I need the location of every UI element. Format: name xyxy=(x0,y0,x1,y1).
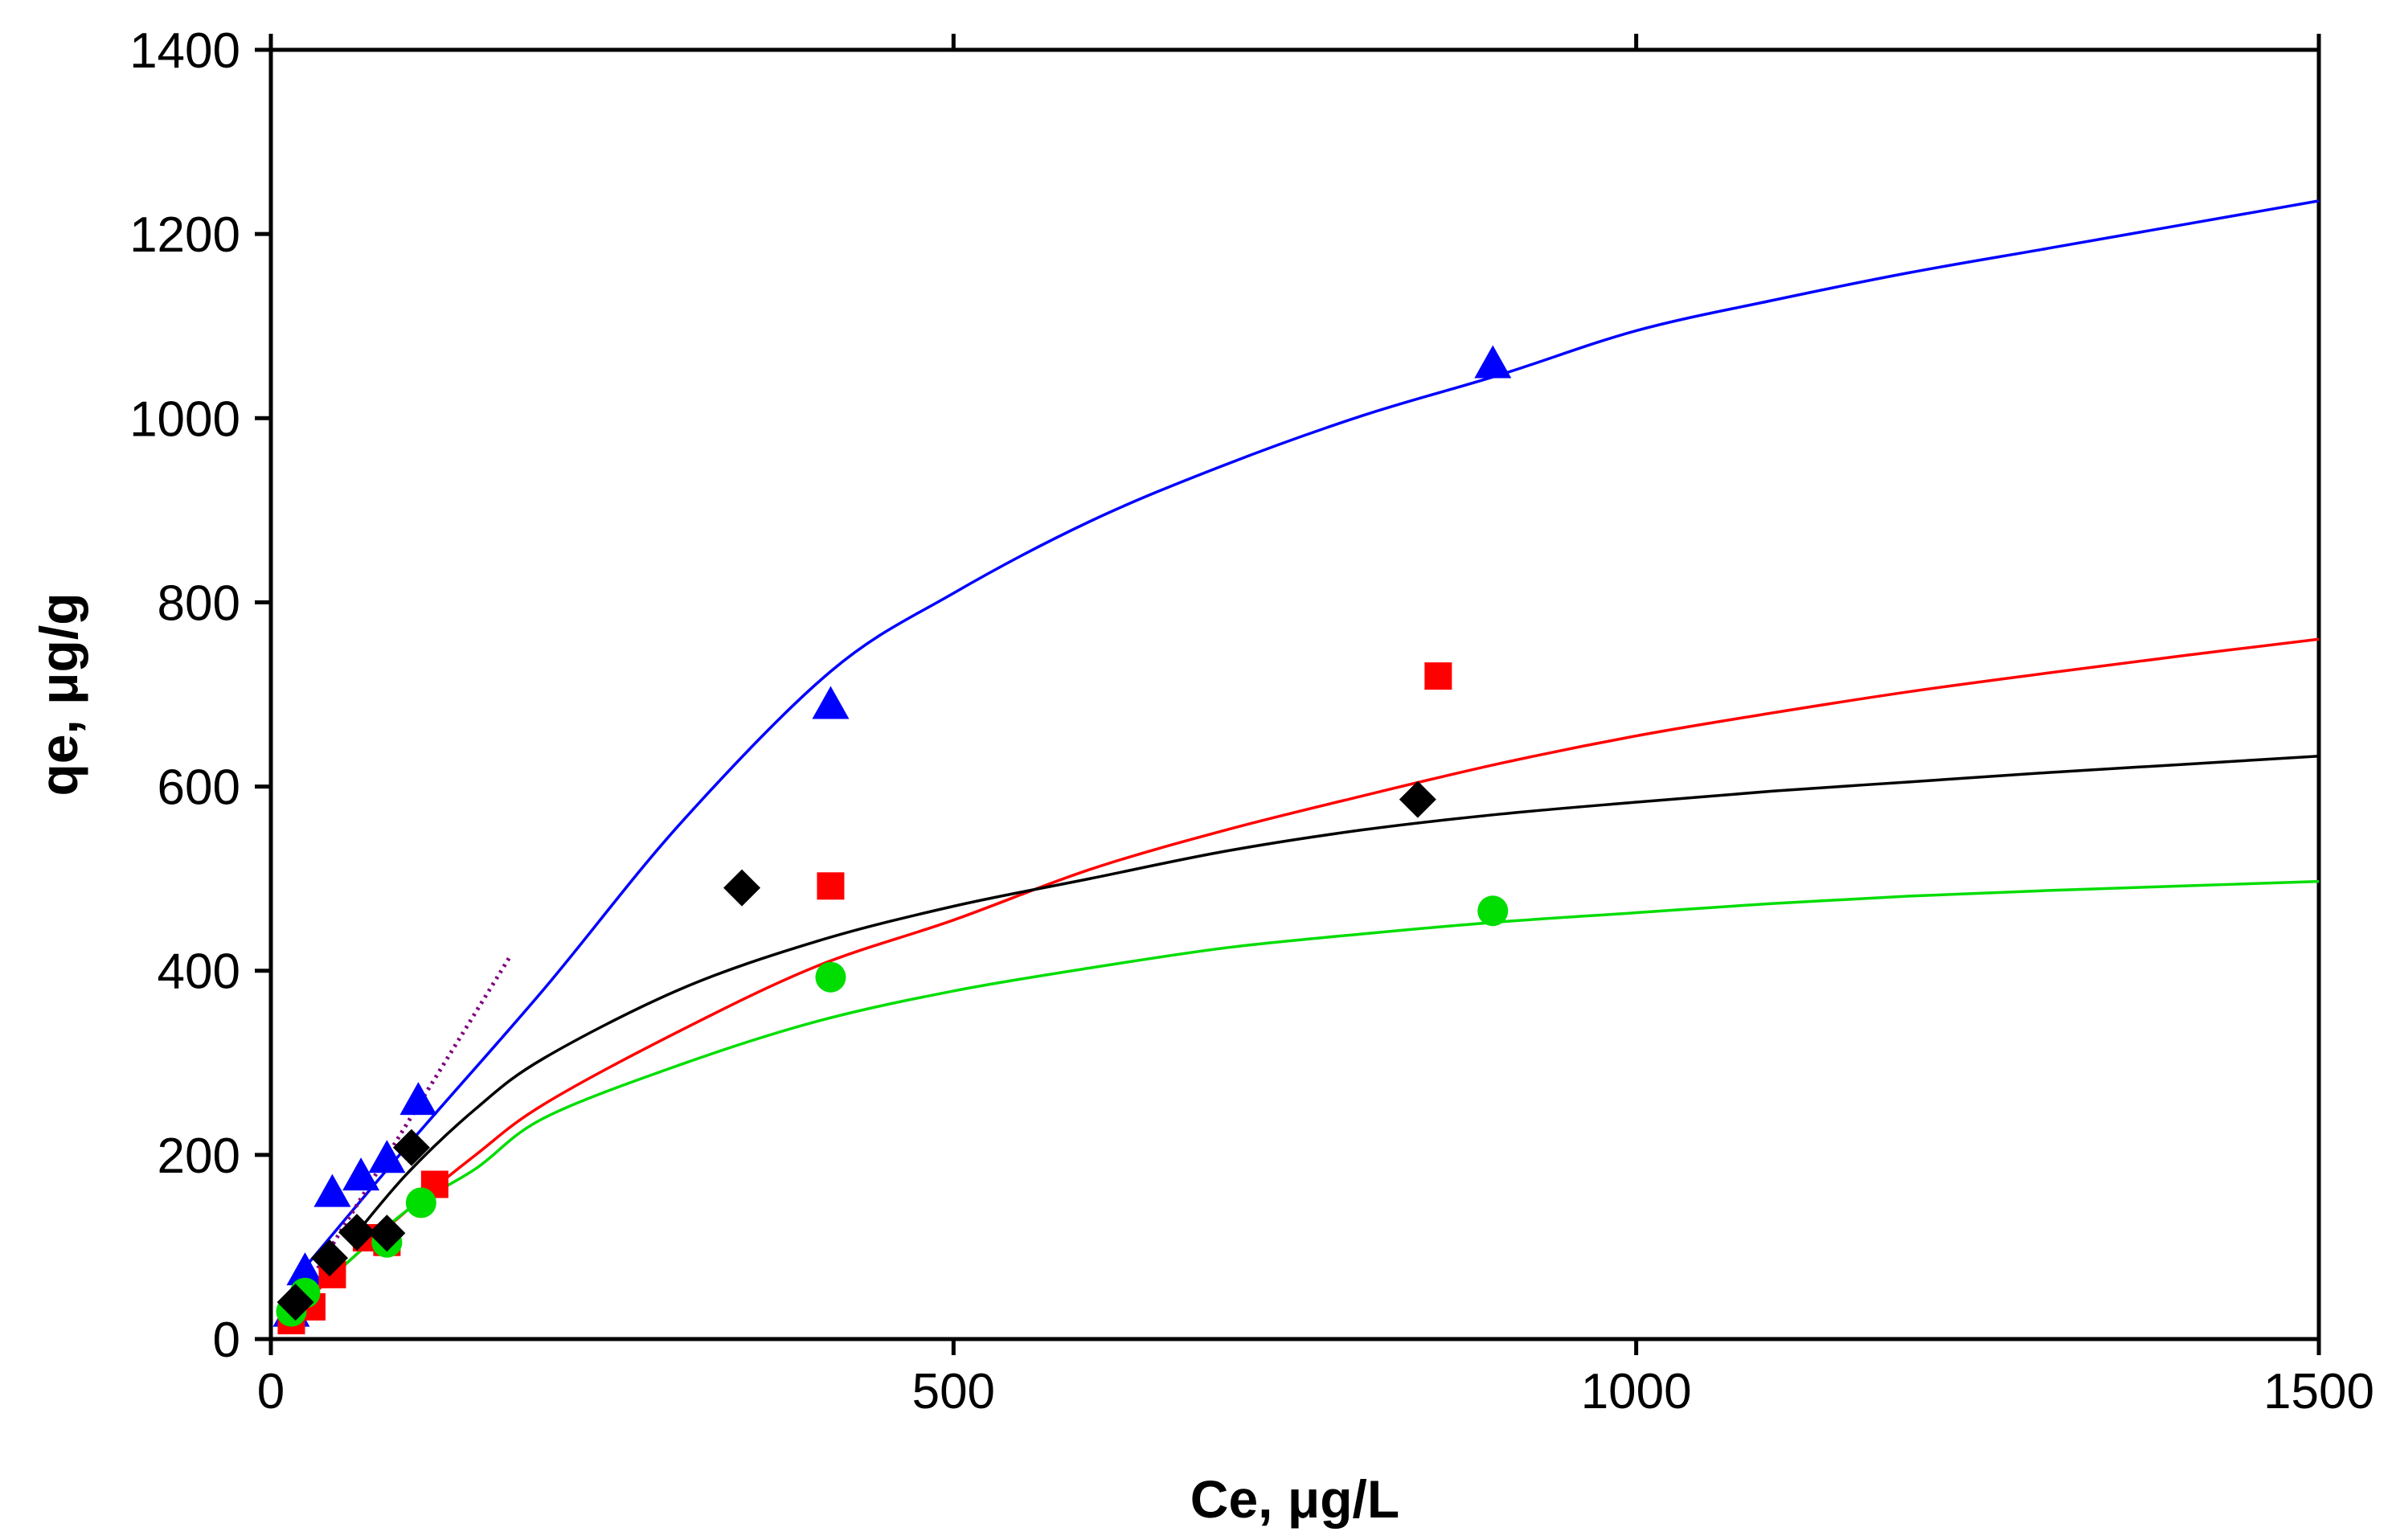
y-tick-label: 1400 xyxy=(129,23,240,79)
diamond-point xyxy=(392,1128,430,1166)
diamond-point xyxy=(311,1239,349,1277)
diamond-point xyxy=(368,1214,406,1252)
x-tick-label: 0 xyxy=(257,1364,285,1419)
fit-curves xyxy=(290,199,2320,1317)
square-point xyxy=(1424,662,1452,690)
x-axis-title: Ce, μg/L xyxy=(1190,1469,1399,1529)
x-tick-label: 500 xyxy=(912,1364,995,1419)
axis-ticks: 0 500 1000 1500 0 200 400 600 800 1000 1200 1400 xyxy=(129,23,2374,1419)
y-tick-label: 200 xyxy=(158,1128,240,1184)
y-axis-title: qe, μg/g xyxy=(29,592,88,796)
triangle-point xyxy=(399,1082,437,1116)
triangle-point xyxy=(812,686,850,719)
fit-curve xyxy=(290,879,2320,1313)
triangle-point xyxy=(1474,345,1512,379)
triangle-point xyxy=(368,1140,406,1173)
triangle-point xyxy=(313,1173,351,1207)
y-tick-label: 800 xyxy=(158,575,240,631)
circle-point xyxy=(405,1187,436,1218)
triangle-point xyxy=(286,1252,324,1286)
diamond-point xyxy=(338,1214,376,1251)
data-points xyxy=(272,345,1512,1335)
square-point xyxy=(817,872,845,900)
diamond-point xyxy=(723,869,761,907)
x-tick-label: 1000 xyxy=(1581,1364,1692,1419)
y-tick-label: 1000 xyxy=(129,391,240,447)
fit-curve xyxy=(290,637,2320,1317)
y-tick-label: 1200 xyxy=(129,207,240,263)
triangle-point xyxy=(342,1157,380,1191)
y-tick-label: 0 xyxy=(213,1313,240,1368)
fit-curve xyxy=(351,755,2320,1239)
y-tick-label: 400 xyxy=(158,944,240,1000)
circle-point xyxy=(1477,895,1509,927)
y-tick-label: 600 xyxy=(158,760,240,816)
diamond-point xyxy=(276,1284,314,1321)
plot-frame xyxy=(268,47,2321,1341)
fit-curve xyxy=(290,199,2320,1285)
x-tick-label: 1500 xyxy=(2263,1364,2374,1419)
diamond-point xyxy=(1399,780,1436,818)
plot-area xyxy=(268,47,2321,1341)
circle-point xyxy=(815,961,846,993)
